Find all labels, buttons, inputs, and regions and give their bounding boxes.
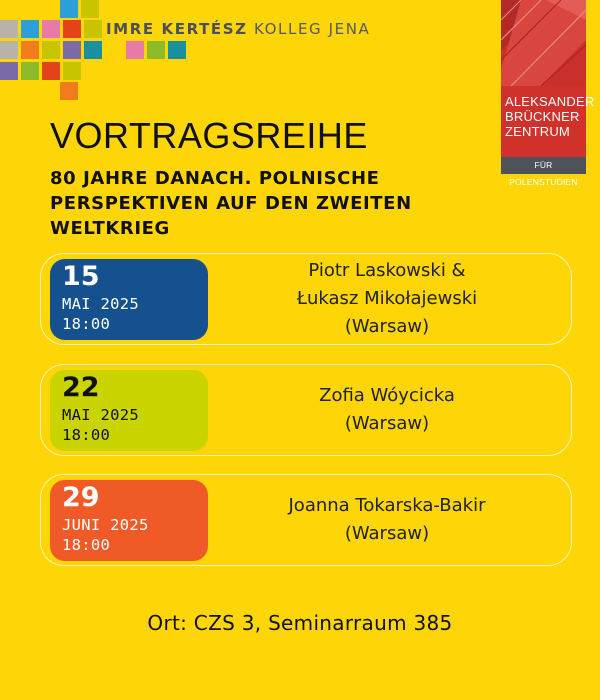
logo-mosaic-square — [0, 20, 18, 38]
event-date-box: 15 MAI 2025 18:00 — [50, 259, 208, 340]
speaker-line: Joanna Tokarska-Bakir — [288, 494, 486, 516]
abz-logo-subline: FÜR POLENSTUDIEN — [501, 157, 586, 187]
logo-mosaic-square — [84, 41, 102, 59]
logo-mosaic-square — [168, 41, 186, 59]
abz-logo-line: ZENTRUM — [505, 124, 570, 139]
event-month: JUNI 2025 — [62, 516, 149, 534]
speaker-line: Łukasz Mikołajewski — [296, 287, 478, 309]
imre-kertesz-kolleg-logo-mosaic — [0, 0, 190, 100]
abz-logo-wordmark: ALEKSANDER BRÜCKNER ZENTRUM FÜR POLENSTU… — [501, 86, 595, 187]
event-time: 18:00 — [62, 536, 111, 554]
logo-mosaic-square — [42, 62, 60, 80]
logo-mosaic-square — [81, 0, 99, 18]
logo-mosaic-square — [21, 62, 39, 80]
event-card: 22 MAI 2025 18:00 Zofia Wóycicka (Warsaw… — [40, 364, 572, 456]
event-month: MAI 2025 — [62, 295, 140, 313]
event-day: 15 — [62, 261, 100, 292]
event-card: 15 MAI 2025 18:00 Piotr Laskowski & Łuka… — [40, 253, 572, 345]
page-title: VORTRAGSREIHE — [50, 115, 368, 156]
speaker-line: Piotr Laskowski & — [308, 259, 466, 281]
logo-mosaic-square — [60, 0, 78, 18]
logo-mosaic-square — [63, 62, 81, 80]
event-date-box: 22 MAI 2025 18:00 — [50, 370, 208, 451]
logo-mosaic-square — [147, 41, 165, 59]
logo-mosaic-square — [0, 41, 18, 59]
logo-mosaic-square — [42, 41, 60, 59]
logo-mosaic-square — [21, 41, 39, 59]
logo-mosaic-square — [84, 20, 102, 38]
abz-logo-line: BRÜCKNER — [505, 109, 580, 124]
event-date-box: 29 JUNI 2025 18:00 — [50, 480, 208, 561]
series-subtitle: 80 JAHRE DANACH. POLNISCHE PERSPEKTIVEN … — [50, 168, 412, 239]
event-day: 22 — [62, 372, 100, 403]
event-speaker: Zofia Wóycicka (Warsaw) — [211, 365, 563, 454]
abz-logo-graphic — [501, 0, 586, 86]
speaker-affiliation: (Warsaw) — [344, 412, 430, 434]
event-location: Ort: CZS 3, Seminarraum 385 — [147, 611, 453, 635]
speaker-line: Zofia Wóycicka — [319, 384, 455, 406]
logo-mosaic-square — [60, 82, 78, 100]
imre-kertesz-kolleg-logo-text: IMRE KERTÉSZ KOLLEG JENA — [106, 20, 371, 38]
speaker-affiliation: (Warsaw) — [344, 522, 430, 544]
logo-mosaic-square — [63, 20, 81, 38]
speaker-affiliation: (Warsaw) — [344, 315, 430, 337]
event-time: 18:00 — [62, 426, 111, 444]
logo-mosaic-square — [21, 20, 39, 38]
logo-mosaic-square — [42, 20, 60, 38]
logo-mosaic-square — [63, 41, 81, 59]
event-time: 18:00 — [62, 315, 111, 333]
logo-mosaic-square — [0, 62, 18, 80]
event-speaker: Joanna Tokarska-Bakir (Warsaw) — [211, 475, 563, 564]
abz-logo-line: ALEKSANDER — [505, 94, 595, 109]
event-card: 29 JUNI 2025 18:00 Joanna Tokarska-Bakir… — [40, 474, 572, 566]
event-speaker: Piotr Laskowski & Łukasz Mikołajewski (W… — [211, 254, 563, 343]
event-day: 29 — [62, 482, 100, 513]
aleksander-brueckner-zentrum-logo: ALEKSANDER BRÜCKNER ZENTRUM FÜR POLENSTU… — [501, 0, 595, 187]
logo-mosaic-square — [126, 41, 144, 59]
event-month: MAI 2025 — [62, 406, 140, 424]
